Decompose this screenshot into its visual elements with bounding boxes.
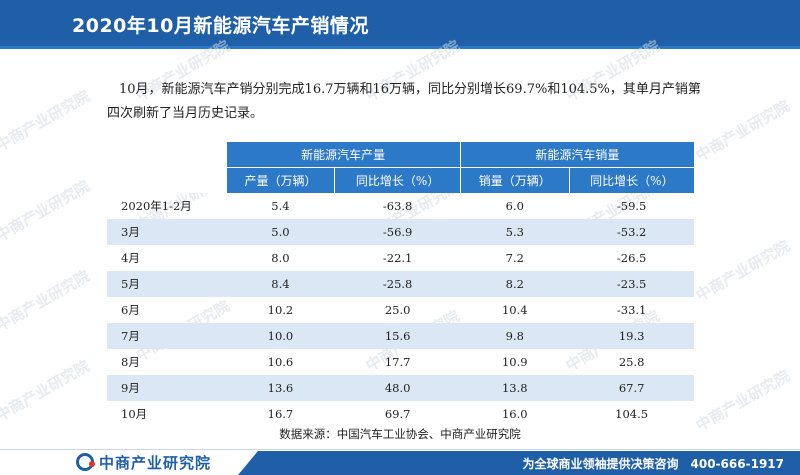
production-yoy-cell: -25.8: [334, 271, 461, 297]
sales-yoy-cell: 67.7: [569, 375, 694, 401]
production-yoy-cell: 48.0: [334, 375, 461, 401]
watermark: 中商产业研究院: [692, 236, 793, 305]
table-column-header-row: 产量（万辆） 同比增长（%） 销量（万辆） 同比增长（%）: [107, 167, 694, 193]
sales-yoy-cell: -26.5: [616, 251, 647, 265]
production-cell: 10.0: [226, 323, 335, 349]
production-yoy-cell: 69.7: [384, 407, 411, 421]
watermark: 中商产业研究院: [692, 96, 793, 165]
table-row: 9月 13.6 48.0 13.8 67.7: [107, 375, 694, 401]
column-header-sales-yoy: 同比增长（%）: [568, 167, 694, 193]
table-row: 6月 10.2 25.0 10.4 -33.1: [107, 297, 694, 323]
table-row: 8月 10.6 17.7 10.9 25.8: [107, 349, 694, 375]
row-label: 4月: [121, 251, 140, 265]
production-cell: 5.4: [271, 199, 290, 213]
footer-divider: [0, 449, 800, 450]
table-row: 2020年1-2月 5.4 -63.8 6.0 -59.5: [107, 193, 694, 219]
sales-cell: 9.8: [460, 323, 570, 349]
production-yoy-cell: -22.1: [382, 251, 413, 265]
column-header-sales: 销量（万辆）: [459, 167, 570, 193]
production-yoy-cell: 25.0: [384, 303, 411, 317]
production-yoy-cell: 15.6: [334, 323, 461, 349]
sales-cell: 10.9: [501, 355, 528, 369]
table-row: 3月 5.0 -56.9 5.3 -53.2: [107, 219, 694, 245]
production-cell: 10.6: [267, 355, 294, 369]
production-yoy-cell: -63.8: [382, 199, 413, 213]
footer-bar: 为全球商业领袖提供决策咨询 400-666-1917: [238, 451, 800, 475]
table-row: 10月 16.7 69.7 16.0 104.5: [107, 401, 694, 427]
production-cell: 13.6: [226, 375, 335, 401]
data-source-note: 数据来源：中国汽车工业协会、中商产业研究院: [279, 427, 521, 441]
footer-logo: 中商产业研究院: [76, 451, 211, 473]
row-label: 9月: [107, 375, 226, 401]
slogan-text: 为全球商业领袖提供决策咨询: [522, 457, 679, 471]
sales-yoy-cell: -23.5: [569, 271, 694, 297]
production-sales-table: 新能源汽车产量 新能源汽车销量 产量（万辆） 同比增长（%） 销量（万辆） 同比…: [107, 142, 694, 427]
sales-yoy-cell: 25.8: [618, 355, 645, 369]
sales-yoy-cell: 104.5: [615, 407, 649, 421]
sales-yoy-cell: -53.2: [569, 219, 694, 245]
logo-text: 中商产业研究院: [99, 453, 212, 472]
production-yoy-cell: -56.9: [334, 219, 461, 245]
row-label: 3月: [107, 219, 226, 245]
table-row: 5月 8.4 -25.8 8.2 -23.5: [107, 271, 694, 297]
title-bar: 2020年10月新能源汽车产销情况: [0, 0, 800, 49]
sales-cell: 5.3: [460, 219, 570, 245]
sales-yoy-cell: -59.5: [616, 199, 647, 213]
row-label: 2020年1-2月: [121, 199, 192, 213]
sales-cell: 10.4: [501, 303, 528, 317]
group-header-production: 新能源汽车产量: [225, 142, 461, 168]
row-label: 5月: [107, 271, 226, 297]
row-label: 10月: [121, 407, 148, 421]
table-corner-cell: [107, 142, 226, 168]
sales-cell: 16.0: [501, 407, 528, 421]
intro-paragraph: 10月，新能源汽车产销分别完成16.7万辆和16万辆，同比分别增长69.7%和1…: [107, 82, 701, 121]
row-label: 8月: [121, 355, 140, 369]
phone-number: 400-666-1917: [690, 457, 784, 471]
production-cell: 8.4: [226, 271, 335, 297]
row-label: 7月: [107, 323, 226, 349]
page-title: 2020年10月新能源汽车产销情况: [72, 15, 369, 37]
sales-cell: 8.2: [460, 271, 570, 297]
watermark: 中商产业研究院: [0, 86, 93, 155]
watermark: 中商产业研究院: [0, 176, 93, 245]
production-cell: 8.0: [271, 251, 290, 265]
logo-icon: [76, 453, 95, 471]
production-yoy-cell: 17.7: [384, 355, 411, 369]
group-header-sales: 新能源汽车销量: [459, 142, 694, 168]
column-header-production-yoy: 同比增长（%）: [334, 167, 461, 193]
production-cell: 16.7: [267, 407, 294, 421]
production-cell: 10.2: [267, 303, 294, 317]
watermark: 中商产业研究院: [0, 356, 93, 425]
column-header-production: 产量（万辆）: [225, 167, 335, 193]
sales-yoy-cell: 19.3: [569, 323, 694, 349]
sales-cell: 7.2: [505, 251, 524, 265]
watermark: 中商产业研究院: [0, 266, 93, 335]
table-row: 7月 10.0 15.6 9.8 19.3: [107, 323, 694, 349]
sales-cell: 6.0: [505, 199, 524, 213]
row-label: 6月: [121, 303, 140, 317]
sales-cell: 13.8: [460, 375, 570, 401]
sales-yoy-cell: -33.1: [616, 303, 647, 317]
footer-slogan: 为全球商业领袖提供决策咨询 400-666-1917: [523, 455, 784, 472]
table-row: 4月 8.0 -22.1 7.2 -26.5: [107, 245, 694, 271]
production-cell: 5.0: [226, 219, 335, 245]
table-corner-cell: [107, 167, 226, 193]
table-group-header-row: 新能源汽车产量 新能源汽车销量: [107, 142, 694, 168]
